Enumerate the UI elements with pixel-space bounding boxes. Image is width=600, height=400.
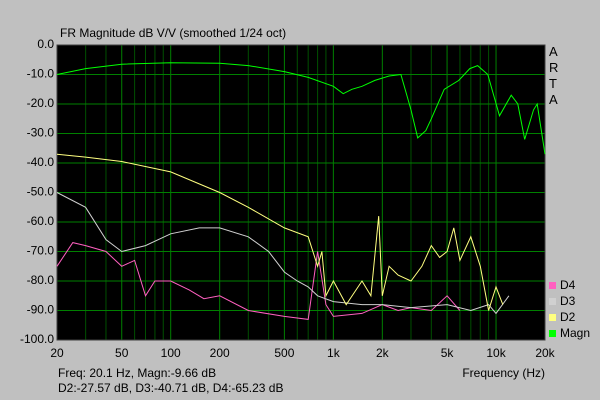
- x-tick-label: 1k: [327, 346, 341, 360]
- x-tick-label: 2k: [376, 346, 390, 360]
- series-line: [56, 62, 546, 155]
- y-tick-label: -100.0: [20, 332, 54, 346]
- legend-label: D2: [560, 310, 576, 324]
- x-tick-label: 5k: [441, 346, 455, 360]
- legend-swatch: [549, 330, 556, 337]
- side-label: ARTA: [549, 44, 559, 107]
- x-axis-label: Frequency (Hz): [462, 366, 545, 380]
- y-tick-label: -90.0: [27, 303, 55, 317]
- y-tick-label: -60.0: [27, 214, 55, 228]
- status-line: D2:-27.57 dB, D3:-40.71 dB, D4:-65.23 dB: [58, 381, 283, 395]
- x-tick-label: 10k: [486, 346, 506, 360]
- y-tick-label: -80.0: [27, 273, 55, 287]
- legend-label: D3: [560, 294, 576, 308]
- series-line: [56, 242, 461, 320]
- x-tick-label: 100: [161, 346, 181, 360]
- series-line: [56, 192, 510, 315]
- legend-label: Magn: [560, 326, 590, 340]
- y-tick-label: -40.0: [27, 155, 55, 169]
- y-tick-label: -10.0: [27, 67, 55, 81]
- legend-swatch: [549, 282, 556, 289]
- legend-label: D4: [560, 278, 576, 292]
- x-tick-label: 500: [274, 346, 294, 360]
- chart-title: FR Magnitude dB V/V (smoothed 1/24 oct): [60, 26, 286, 40]
- x-tick-label: 50: [115, 346, 129, 360]
- y-tick-label: -20.0: [27, 96, 55, 110]
- status-line: Freq: 20.1 Hz, Magn:-9.66 dB: [58, 366, 216, 380]
- y-tick-label: 0.0: [37, 37, 54, 51]
- x-tick-label: 20k: [535, 346, 555, 360]
- y-tick-label: -50.0: [27, 185, 55, 199]
- legend-swatch: [549, 298, 556, 305]
- x-tick-label: 200: [210, 346, 230, 360]
- x-tick-label: 20: [50, 346, 64, 360]
- y-tick-label: -30.0: [27, 126, 55, 140]
- series-line: [56, 153, 504, 311]
- y-tick-label: -70.0: [27, 244, 55, 258]
- legend-swatch: [549, 314, 556, 321]
